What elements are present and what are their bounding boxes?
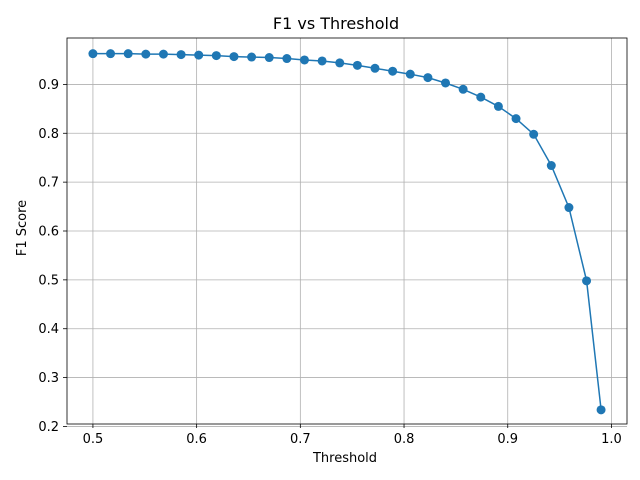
- x-axis-label: Threshold: [312, 451, 377, 466]
- y-tick-label: 0.7: [38, 176, 59, 191]
- data-point: [176, 50, 186, 60]
- data-point: [123, 49, 133, 59]
- data-point: [546, 161, 556, 171]
- data-point: [423, 73, 433, 83]
- x-tick-label: 0.7: [290, 432, 311, 447]
- data-point: [264, 53, 274, 63]
- y-tick-label: 0.9: [38, 78, 59, 93]
- y-tick-label: 0.4: [38, 322, 59, 337]
- data-point: [458, 84, 468, 94]
- data-point: [476, 92, 486, 102]
- data-point: [596, 405, 606, 415]
- data-point: [352, 60, 362, 70]
- data-point: [194, 50, 204, 60]
- y-tick-label: 0.3: [38, 371, 59, 386]
- data-point: [106, 49, 116, 59]
- data-point: [211, 51, 221, 61]
- data-point: [370, 63, 380, 73]
- y-axis: 0.2 0.3 0.4 0.5 0.6 0.7 0.8 0.9: [38, 78, 67, 435]
- data-point: [282, 54, 292, 64]
- x-tick-label: 1.0: [601, 432, 622, 447]
- x-tick-label: 0.5: [83, 432, 104, 447]
- y-tick-label: 0.8: [38, 127, 59, 142]
- x-tick-label: 0.8: [394, 432, 415, 447]
- series-line: [92, 52, 602, 410]
- data-point: [493, 101, 503, 111]
- data-point: [299, 55, 309, 65]
- data-point: [441, 78, 451, 88]
- data-point: [229, 52, 239, 62]
- data-point: [511, 114, 521, 124]
- data-point: [405, 69, 415, 79]
- data-point: [317, 56, 327, 66]
- x-tick-label: 0.6: [186, 432, 207, 447]
- data-point: [158, 49, 168, 59]
- series-layer: [88, 49, 606, 415]
- data-point: [335, 58, 345, 68]
- x-tick-label: 0.9: [497, 432, 518, 447]
- data-point: [141, 49, 151, 59]
- data-point: [564, 203, 574, 213]
- data-point: [388, 66, 398, 76]
- grid-lines: [67, 38, 627, 427]
- data-point: [88, 49, 98, 59]
- y-tick-label: 0.5: [38, 273, 59, 288]
- y-axis-label: F1 Score: [15, 200, 30, 256]
- chart-title: F1 vs Threshold: [273, 14, 399, 33]
- data-point: [529, 129, 539, 139]
- y-tick-label: 0.2: [38, 420, 59, 435]
- x-axis: 0.5 0.6 0.7 0.8 0.9 1.0: [83, 424, 622, 447]
- data-point: [582, 276, 592, 286]
- y-tick-label: 0.6: [38, 225, 59, 240]
- data-point: [247, 52, 257, 62]
